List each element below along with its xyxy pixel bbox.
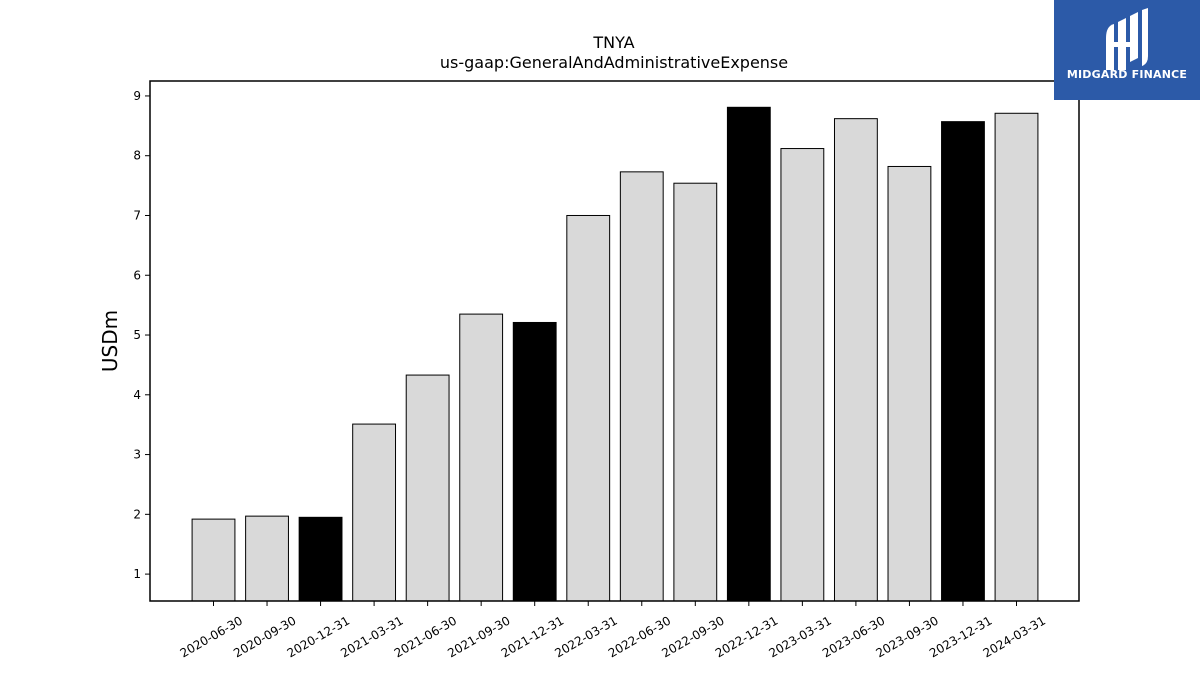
bar-2021-09-30 <box>459 313 504 602</box>
y-axis-ticks: 1 2 3 4 5 6 7 8 9 <box>133 89 150 581</box>
bar-2022-06-30 <box>619 171 664 602</box>
bar-2021-03-31 <box>352 423 397 602</box>
y-tick-label: 3 <box>133 448 141 462</box>
bar-2021-06-30 <box>405 374 450 602</box>
y-tick-label: 9 <box>133 89 141 103</box>
brand-logo: MIDGARD FINANCE <box>1054 0 1200 100</box>
y-tick-label: 6 <box>133 268 141 282</box>
bar-2020-06-30 <box>191 518 236 602</box>
logo-text: MIDGARD FINANCE <box>1066 68 1188 81</box>
bar-2022-12-31 <box>726 106 771 602</box>
bar-2021-12-31 <box>512 321 557 602</box>
y-tick-label: 7 <box>133 208 141 222</box>
bar-2022-03-31 <box>566 214 611 602</box>
bar-2023-09-30 <box>887 165 932 602</box>
logo-mark-icon <box>1106 8 1148 70</box>
y-tick-label: 5 <box>133 328 141 342</box>
y-tick-label: 8 <box>133 149 141 163</box>
chart-title: TNYA <box>592 33 634 52</box>
bar-2023-06-30 <box>833 118 878 602</box>
bar-2020-09-30 <box>245 515 289 602</box>
bar-2020-12-31 <box>298 516 343 602</box>
bar-2022-09-30 <box>673 182 718 602</box>
plot-frame <box>149 80 1080 602</box>
y-tick-label: 1 <box>133 567 141 581</box>
bar-2024-03-31 <box>994 112 1039 602</box>
chart-subtitle: us-gaap:GeneralAndAdministrativeExpense <box>440 53 788 72</box>
bars-group <box>191 106 1039 602</box>
y-axis-label: USDm <box>98 310 122 372</box>
x-axis-ticks: 2020-06-302020-09-302020-12-312021-03-31… <box>178 601 1048 660</box>
y-tick-label: 2 <box>133 507 141 521</box>
bar-2023-03-31 <box>780 148 825 602</box>
bar-2023-12-31 <box>941 121 985 602</box>
y-tick-label: 4 <box>133 388 141 402</box>
